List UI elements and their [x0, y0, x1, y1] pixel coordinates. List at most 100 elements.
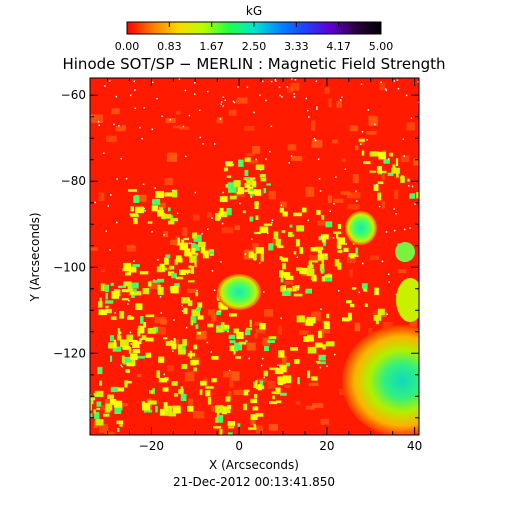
plage-cell [187, 406, 194, 412]
plage-cell [110, 316, 117, 320]
plage-cell [268, 336, 277, 340]
plage-cell [272, 395, 275, 400]
plage-cell [373, 184, 379, 191]
noise-dot [185, 326, 188, 329]
noise-dot [270, 125, 273, 127]
plage-cell [108, 342, 117, 349]
noise-dot [258, 262, 261, 264]
plage-cell [199, 389, 203, 395]
noise-dot [156, 97, 158, 100]
plage-cell [142, 403, 151, 411]
plage-cell [80, 426, 82, 429]
plage-cell [138, 325, 145, 334]
plage-cell [168, 207, 171, 212]
noise-dot [154, 187, 156, 189]
noise-dot [293, 96, 296, 98]
plage-cell [180, 386, 184, 391]
plage-cell [178, 348, 186, 355]
noise-dot [139, 126, 141, 129]
noise-dot [188, 114, 191, 117]
noise-dot [108, 80, 111, 82]
plage-cell [326, 313, 330, 319]
noise-dot [105, 230, 107, 232]
plage-cell [133, 195, 140, 203]
weak-field-patch [245, 153, 256, 157]
plage-cell [215, 405, 224, 413]
plage-cell [238, 341, 247, 345]
plage-cell [355, 247, 359, 255]
noise-dot [333, 203, 335, 205]
plage-cell [337, 262, 342, 270]
weak-field-patch [248, 160, 259, 164]
weak-field-patch [98, 424, 109, 433]
noise-dot [405, 94, 408, 97]
plage-cell [181, 297, 190, 304]
colorbar-ticks: 0.00 0.83 1.67 2.50 3.33 4.17 5.00 [115, 22, 393, 53]
plage-cell [182, 345, 185, 350]
weak-field-patch [268, 424, 278, 431]
weak-field-patch [155, 326, 166, 335]
plage-cell [337, 224, 341, 229]
noise-dot [317, 158, 320, 160]
plage-cell [259, 226, 269, 233]
noise-dot [94, 201, 96, 204]
noise-dot [220, 101, 223, 103]
plage-cell [271, 391, 280, 394]
noise-dot [248, 357, 250, 360]
weak-field-patch [282, 355, 287, 364]
weak-field-patch [368, 328, 373, 336]
weak-field-patch [182, 227, 188, 236]
plage-cell [191, 242, 196, 250]
y-tick-label: −60 [61, 88, 86, 102]
weak-field-patch [98, 192, 105, 202]
weak-field-patch [284, 281, 294, 285]
noise-dot [378, 205, 381, 208]
noise-dot [263, 376, 265, 379]
plage-cell [369, 151, 379, 157]
plage-cell [94, 412, 100, 419]
noise-dot [341, 96, 343, 98]
plage-cell [159, 263, 165, 272]
plage-cell [276, 245, 284, 249]
plage-cell [171, 273, 177, 279]
plage-cell [279, 256, 283, 260]
plage-cell [409, 193, 416, 199]
plage-cell [218, 212, 221, 220]
plage-cell [252, 406, 259, 411]
plage-cell [152, 280, 158, 283]
plage-cell [200, 246, 206, 254]
plage-cell [129, 291, 135, 295]
noise-dot [315, 80, 318, 83]
noise-dot [169, 118, 171, 121]
plage-cell [246, 177, 250, 181]
noise-dot [360, 83, 363, 85]
weak-field-patch [381, 174, 385, 181]
plage-cell [259, 174, 266, 178]
weak-field-patch [303, 317, 308, 326]
noise-dot [202, 143, 204, 145]
weak-field-patch [373, 310, 379, 315]
weak-field-patch [134, 194, 147, 202]
weak-field-patch [305, 186, 315, 197]
weak-field-patch [267, 380, 276, 389]
plage-cell [364, 303, 368, 307]
plage-cell [248, 427, 257, 430]
plage-cell [346, 300, 352, 304]
noise-dot [253, 111, 255, 114]
plage-cell [124, 380, 128, 388]
noise-dot [260, 364, 263, 367]
plage-cell [174, 283, 180, 288]
colorbar-tick-label: 0.00 [115, 40, 140, 53]
weak-field-patch [233, 389, 244, 395]
plage-cell [163, 405, 173, 414]
plage-cell [305, 288, 312, 294]
noise-dot [397, 243, 400, 245]
noise-dot [228, 369, 231, 372]
noise-dot [261, 357, 264, 360]
plage-cell [209, 250, 215, 255]
plage-cell [128, 189, 137, 192]
noise-dot [307, 109, 309, 112]
noise-dot [280, 317, 282, 319]
plage-cell [175, 276, 184, 280]
weak-field-patch [290, 83, 300, 91]
